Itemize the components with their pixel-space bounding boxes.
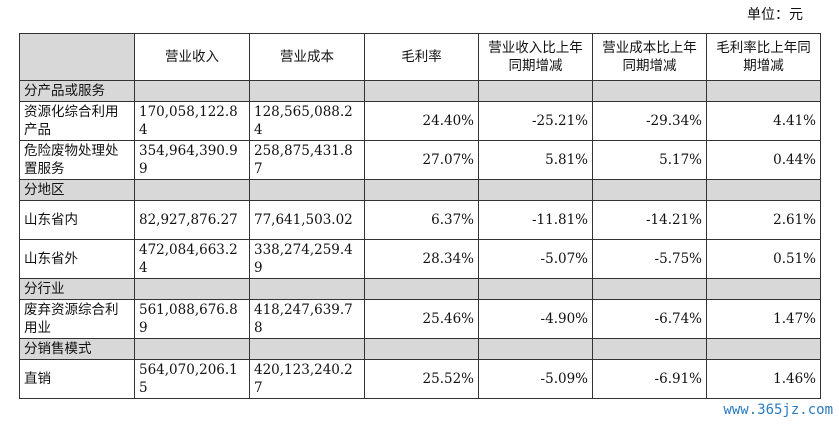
cost-cell: 420,123,240.27 [249,359,365,399]
section-row: 分行业 [19,278,821,300]
margin-change-cell: 4.41% [706,101,821,141]
financial-table: 营业收入 营业成本 毛利率 营业收入比上年同期增减 营业成本比上年同期增减 毛利… [19,33,821,399]
margin-change-cell: 0.44% [706,140,821,180]
row-label: 直销 [19,359,135,399]
row-label: 废弃资源综合利用业 [19,299,135,339]
section-empty-cell [249,179,365,201]
section-empty-cell [706,278,821,300]
row-label: 山东省外 [19,239,135,279]
section-empty-cell [478,179,593,201]
revenue-cell: 82,927,876.27 [134,200,250,240]
revenue-cell: 564,070,206.15 [134,359,250,399]
revenue-change-cell: -4.90% [478,299,593,339]
section-empty-cell [249,80,365,102]
row-label: 资源化综合利用产品 [19,101,135,141]
section-empty-cell [364,80,479,102]
section-empty-cell [478,80,593,102]
header-cost: 营业成本 [249,33,365,81]
margin-cell: 24.40% [364,101,479,141]
margin-change-cell: 1.46% [706,359,821,399]
table-row: 山东省内 82,927,876.27 77,641,503.02 6.37% -11.8… [19,200,821,240]
section-title: 分产品或服务 [19,80,135,102]
margin-cell: 6.37% [364,200,479,240]
table-row: 废弃资源综合利用业 561,088,676.89 418,247,639.78 25.… [19,299,821,339]
table-row: 山东省外 472,084,663.24 338,274,259.49 28.34% -5… [19,239,821,279]
section-empty-cell [706,338,821,360]
margin-change-cell: 2.61% [706,200,821,240]
margin-cell: 25.46% [364,299,479,339]
margin-cell: 25.52% [364,359,479,399]
section-title: 分行业 [19,278,135,300]
section-empty-cell [134,179,250,201]
section-title: 分销售模式 [19,338,135,360]
section-row: 分产品或服务 [19,80,821,102]
watermark: www.365jz.com [723,402,833,418]
row-label: 危险废物处理处置服务 [19,140,135,180]
header-revenue: 营业收入 [134,33,250,81]
revenue-change-cell: -5.09% [478,359,593,399]
header-margin: 毛利率 [364,33,479,81]
table-row: 危险废物处理处置服务 354,964,390.99 258,875,431.87 27… [19,140,821,180]
revenue-cell: 472,084,663.24 [134,239,250,279]
cost-cell: 77,641,503.02 [249,200,365,240]
section-empty-cell [249,278,365,300]
revenue-cell: 354,964,390.99 [134,140,250,180]
section-empty-cell [592,278,707,300]
margin-cell: 27.07% [364,140,479,180]
revenue-change-cell: -5.07% [478,239,593,279]
table-row: 直销 564,070,206.15 420,123,240.27 25.52% -5.0… [19,359,821,399]
header-corner [19,33,135,81]
cost-change-cell: -6.74% [592,299,707,339]
section-empty-cell [364,179,479,201]
revenue-cell: 561,088,676.89 [134,299,250,339]
section-empty-cell [592,80,707,102]
section-empty-cell [364,278,479,300]
cost-change-cell: 5.17% [592,140,707,180]
cost-change-cell: -5.75% [592,239,707,279]
section-empty-cell [706,179,821,201]
row-label: 山东省内 [19,200,135,240]
revenue-change-cell: 5.81% [478,140,593,180]
section-empty-cell [249,338,365,360]
margin-change-cell: 1.47% [706,299,821,339]
revenue-change-cell: -11.81% [478,200,593,240]
section-empty-cell [478,278,593,300]
section-empty-cell [364,338,479,360]
cost-change-cell: -6.91% [592,359,707,399]
section-empty-cell [134,278,250,300]
margin-cell: 28.34% [364,239,479,279]
cost-change-cell: -14.21% [592,200,707,240]
section-empty-cell [592,338,707,360]
cost-cell: 128,565,088.24 [249,101,365,141]
section-row: 分地区 [19,179,821,201]
cost-cell: 258,875,431.87 [249,140,365,180]
section-empty-cell [478,338,593,360]
revenue-change-cell: -25.21% [478,101,593,141]
header-margin-change: 毛利率比上年同期增减 [706,33,821,81]
section-empty-cell [134,338,250,360]
section-empty-cell [706,80,821,102]
section-empty-cell [134,80,250,102]
header-revenue-change: 营业收入比上年同期增减 [478,33,593,81]
revenue-cell: 170,058,122.84 [134,101,250,141]
cost-change-cell: -29.34% [592,101,707,141]
margin-change-cell: 0.51% [706,239,821,279]
unit-label: 单位：元 [747,7,803,23]
section-empty-cell [592,179,707,201]
table-row: 资源化综合利用产品 170,058,122.84 128,565,088.24 24.… [19,101,821,141]
header-cost-change: 营业成本比上年同期增减 [592,33,707,81]
header-row: 营业收入 营业成本 毛利率 营业收入比上年同期增减 营业成本比上年同期增减 毛利… [19,33,821,81]
cost-cell: 418,247,639.78 [249,299,365,339]
cost-cell: 338,274,259.49 [249,239,365,279]
section-title: 分地区 [19,179,135,201]
section-row: 分销售模式 [19,338,821,360]
